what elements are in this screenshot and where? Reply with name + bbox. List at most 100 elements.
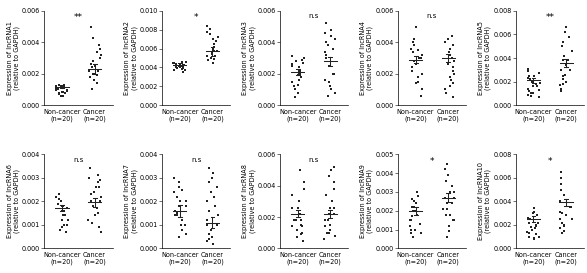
Point [410,209,420,213]
Point [60,91,69,96]
Point [525,220,534,225]
Point [89,190,99,194]
Point [556,83,565,87]
Point [524,231,534,235]
Point [59,204,68,208]
Point [94,185,103,189]
Point [524,216,533,220]
Point [321,56,330,60]
Point [93,211,102,215]
Point [203,239,212,244]
Point [96,53,106,57]
Point [92,81,102,85]
Point [87,220,97,225]
Point [86,25,96,29]
Point [292,227,301,232]
Point [448,81,458,85]
Point [407,197,417,201]
Point [205,27,215,31]
Point [557,211,566,215]
Point [409,40,418,44]
Point [450,72,459,76]
Point [322,40,331,44]
Point [211,204,220,208]
Point [177,227,187,232]
Point [95,225,104,229]
Point [326,223,335,227]
Point [525,217,535,221]
Point [440,167,449,171]
Point [63,218,72,222]
Point [323,94,332,98]
Point [298,61,308,65]
Point [170,213,180,218]
Point [558,58,568,63]
Point [62,206,72,210]
Point [446,84,455,88]
Point [321,53,330,57]
Point [525,89,534,93]
Point [449,190,458,194]
Point [534,235,544,239]
Point [417,53,427,57]
Point [210,57,219,61]
Y-axis label: Expression of lncRNA4
(relative to GAPDH): Expression of lncRNA4 (relative to GAPDH… [360,21,373,95]
Point [287,62,296,67]
Point [440,87,450,92]
Point [58,225,67,229]
Point [176,199,185,203]
Point [406,46,416,51]
Point [291,59,301,63]
Point [213,213,222,218]
Point [406,218,416,222]
Point [53,201,63,206]
Y-axis label: Expression of lncRNA6
(relative to GAPDH): Expression of lncRNA6 (relative to GAPDH… [6,164,20,238]
Point [406,231,415,236]
Point [56,94,66,98]
Point [291,95,300,99]
Point [447,56,456,60]
Point [557,231,566,235]
Point [294,78,303,82]
Point [59,209,69,213]
Point [556,87,565,91]
Point [321,31,330,35]
Point [450,195,459,200]
Point [329,180,339,185]
Point [170,190,179,194]
Point [560,30,569,34]
Point [295,69,304,73]
Point [443,37,453,41]
Point [204,232,214,236]
Point [321,21,330,26]
Point [410,227,420,232]
Point [59,84,68,88]
Point [528,211,538,215]
Point [59,83,69,88]
Point [556,199,565,203]
Point [322,230,332,235]
Point [54,92,63,96]
Point [51,88,60,93]
Point [170,61,179,65]
Point [288,205,297,210]
Point [531,82,541,86]
Point [407,65,417,70]
Point [443,201,452,205]
Point [92,206,102,210]
Point [558,73,568,78]
Point [56,85,66,89]
Point [413,194,422,198]
Point [204,209,214,213]
Point [90,72,100,76]
Text: *: * [548,156,552,165]
Point [416,56,426,60]
Point [409,50,418,54]
Point [53,87,63,91]
Point [299,238,308,243]
Text: **: ** [545,13,554,22]
Point [531,232,541,236]
Point [86,62,96,67]
Point [208,46,217,51]
Text: n.s: n.s [309,156,319,162]
